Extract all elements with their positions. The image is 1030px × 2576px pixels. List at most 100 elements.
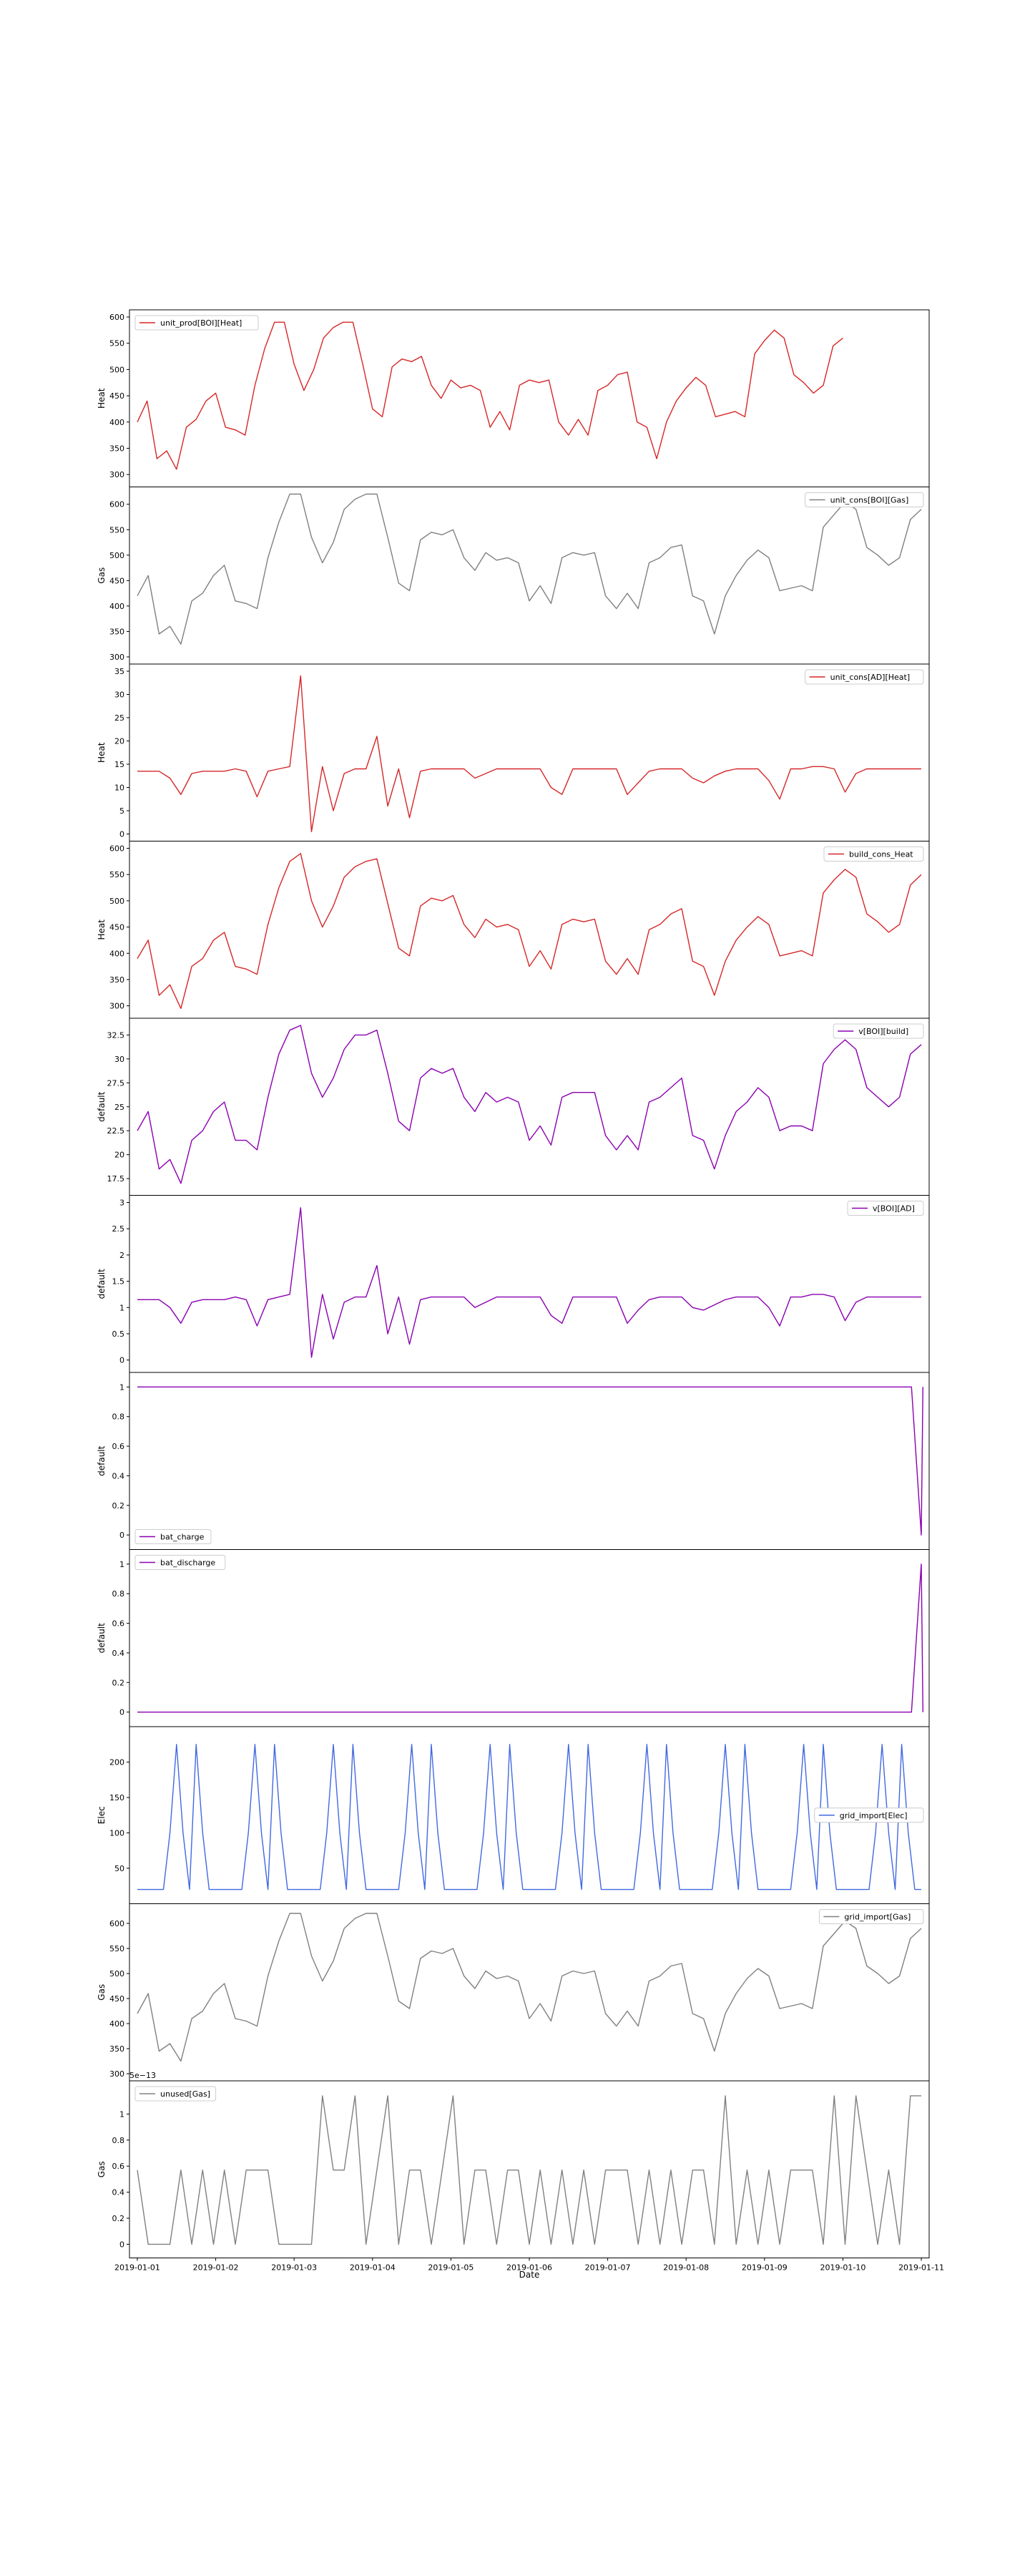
y-tick-label: 100: [109, 1828, 124, 1838]
y-tick-label: 600: [109, 1919, 124, 1928]
legend: v[BOI][AD]: [847, 1201, 924, 1216]
y-tick-label: 15: [114, 760, 124, 769]
y-tick-label: 450: [109, 576, 124, 585]
y-tick-label: 500: [109, 1969, 124, 1979]
y-tick-label: 0: [119, 1708, 124, 1717]
y-axis-label: Heat: [97, 919, 107, 940]
y-tick-label: 0.4: [112, 1649, 125, 1658]
y-tick-label: 22.5: [107, 1126, 125, 1136]
y-tick-label: 0.6: [112, 2162, 125, 2171]
y-tick-label: 600: [109, 500, 124, 509]
series-line: [137, 2095, 921, 2245]
legend-label: v[BOI][build]: [858, 1027, 908, 1036]
y-tick-label: 0.4: [112, 2188, 125, 2197]
legend-box: [805, 492, 924, 507]
y-tick-label: 500: [109, 365, 124, 374]
x-tick-label: 2019-01-06: [506, 2263, 552, 2273]
y-tick-label: 0.4: [112, 1471, 125, 1480]
subplot-frame: [129, 1549, 930, 1727]
subplot-frame: [129, 1372, 930, 1550]
subplot-frame: [129, 841, 930, 1019]
subplot-frame: [129, 1018, 930, 1196]
y-tick-label: 2: [119, 1251, 124, 1260]
y-tick-label: 27.5: [107, 1078, 125, 1088]
subplot-11: 0 0.2 0.4 0.6 0.8 1 Gas 5e−13 unused[Gas]: [97, 2071, 930, 2258]
legend-label: unused[Gas]: [160, 2089, 210, 2099]
y-tick-label: 25: [114, 713, 124, 723]
subplot-frame: [129, 1195, 930, 1373]
y-axis-label: default: [97, 1445, 107, 1476]
subplot-3: 0 5 10 15 20 25 30 35 Heat unit_cons[AD][Heat]: [97, 663, 930, 841]
y-tick-label: 600: [109, 844, 124, 854]
legend-box: [134, 1555, 226, 1570]
series-line: [137, 1563, 923, 1713]
y-tick-label: 32.5: [107, 1030, 125, 1040]
y-axis-label: Heat: [97, 388, 107, 409]
y-tick-label: 450: [109, 1994, 124, 2004]
y-tick-label: 10: [114, 784, 124, 793]
y-tick-label: 400: [109, 602, 124, 611]
series-line: [137, 1386, 923, 1536]
subplot-7: 0 0.2 0.4 0.6 0.8 1 default bat_charge: [97, 1372, 930, 1550]
legend: bat_charge: [134, 1529, 212, 1544]
y-tick-label: 30: [114, 1055, 124, 1064]
y-tick-label: 550: [109, 339, 124, 348]
y-tick-label: 350: [109, 2044, 124, 2054]
legend-label: grid_import[Elec]: [840, 1811, 908, 1820]
legend-box: [814, 1807, 924, 1823]
series-line: [137, 1025, 922, 1184]
y-tick-label: 150: [109, 1793, 124, 1802]
subplot-4: 300 350 400 450 500 550 600 Heat build_cons_Heat: [97, 841, 930, 1019]
x-tick-label: 2019-01-05: [428, 2263, 474, 2273]
y-tick-label: 300: [109, 1002, 124, 1011]
legend-box: [134, 315, 259, 331]
legend-label: v[BOI][AD]: [873, 1204, 915, 1214]
subplot-frame: [129, 663, 930, 841]
legend: unit_cons[AD][Heat]: [805, 669, 924, 685]
legend-label: bat_charge: [160, 1533, 205, 1542]
y-tick-label: 3: [119, 1199, 124, 1208]
x-axis-label: Date: [519, 2270, 540, 2280]
y-tick-label: 30: [114, 691, 124, 700]
y-tick-label: 400: [109, 949, 124, 958]
series-line: [137, 853, 922, 1009]
y-tick-label: 1: [119, 2109, 124, 2119]
series-line: [137, 675, 921, 832]
series-line: [137, 493, 922, 645]
legend-label: bat_discharge: [160, 1558, 215, 1568]
y-tick-label: 550: [109, 870, 124, 879]
y-axis-label: Gas: [97, 2161, 107, 2177]
subplot-frame: [129, 487, 930, 665]
legend: v[BOI][build]: [833, 1023, 924, 1039]
y-tick-label: 0.8: [112, 1589, 125, 1599]
y-axis-label: Heat: [97, 742, 107, 763]
subplot-9: 50 100 150 200 Elec grid_import[Elec]: [97, 1726, 930, 1904]
legend: unit_cons[BOI][Gas]: [805, 492, 924, 507]
x-tick-label: 2019-01-09: [742, 2263, 788, 2273]
series-line: [137, 1207, 921, 1358]
series-line: [137, 321, 843, 470]
subplot-frame: [129, 309, 930, 487]
y-tick-label: 0.2: [112, 1501, 125, 1511]
y-tick-label: 35: [114, 667, 124, 676]
x-tick-label: 2019-01-10: [820, 2263, 865, 2273]
subplot-5: 17.5 20 22.5 25 27.5 30 32.5 default v[BOI][buil…: [97, 1018, 930, 1196]
subplot-8: 0 0.2 0.4 0.6 0.8 1 default bat_discharge: [97, 1549, 930, 1727]
y-tick-label: 0: [119, 830, 124, 839]
x-tick-label: 2019-01-02: [193, 2263, 239, 2273]
y-tick-label: 1: [119, 1560, 124, 1569]
y-tick-label: 0.2: [112, 2214, 125, 2223]
legend-label: unit_cons[BOI][Gas]: [830, 496, 909, 505]
legend-box: [134, 1529, 212, 1544]
y-tick-label: 0.5: [112, 1330, 125, 1339]
subplot-frame: [129, 2080, 930, 2258]
y-tick-label: 0: [119, 1531, 124, 1540]
legend-box: [818, 1909, 924, 1924]
y-tick-label: 0.6: [112, 1619, 125, 1629]
y-tick-label: 500: [109, 897, 124, 906]
subplot-1: 300 350 400 450 500 550 600 Heat unit_prod[BOI][…: [97, 309, 930, 487]
legend-box: [823, 847, 924, 862]
x-tick-label: 2019-01-01: [114, 2263, 160, 2273]
subplot-2: 300 350 400 450 500 550 600 Gas unit_cons[BOI][G…: [97, 487, 930, 665]
